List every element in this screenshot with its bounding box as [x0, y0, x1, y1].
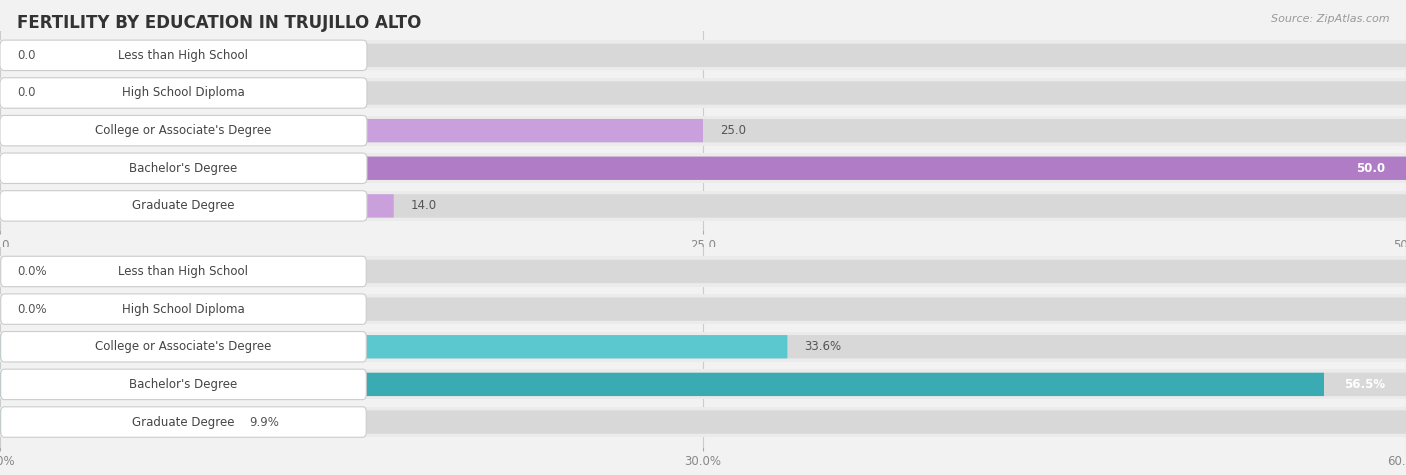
Text: Source: ZipAtlas.com: Source: ZipAtlas.com: [1271, 14, 1389, 24]
FancyBboxPatch shape: [0, 40, 1406, 70]
Text: 50.0: 50.0: [1355, 162, 1385, 175]
FancyBboxPatch shape: [0, 153, 1406, 183]
Text: College or Associate's Degree: College or Associate's Degree: [96, 124, 271, 137]
Text: 0.0: 0.0: [17, 86, 35, 99]
Text: FERTILITY BY EDUCATION IN TRUJILLO ALTO: FERTILITY BY EDUCATION IN TRUJILLO ALTO: [17, 14, 422, 32]
Text: Bachelor's Degree: Bachelor's Degree: [129, 162, 238, 175]
FancyBboxPatch shape: [0, 157, 1406, 180]
Text: 0.0: 0.0: [17, 49, 35, 62]
FancyBboxPatch shape: [0, 40, 367, 71]
FancyBboxPatch shape: [0, 115, 367, 146]
Text: Less than High School: Less than High School: [118, 49, 249, 62]
FancyBboxPatch shape: [0, 81, 1406, 104]
FancyBboxPatch shape: [0, 256, 1406, 286]
Text: Bachelor's Degree: Bachelor's Degree: [129, 378, 238, 391]
FancyBboxPatch shape: [0, 410, 1406, 434]
Text: 0.0%: 0.0%: [17, 303, 46, 315]
FancyBboxPatch shape: [0, 44, 1406, 67]
FancyBboxPatch shape: [0, 332, 1406, 362]
FancyBboxPatch shape: [0, 294, 366, 324]
Text: Graduate Degree: Graduate Degree: [132, 416, 235, 428]
FancyBboxPatch shape: [0, 78, 367, 108]
Text: 9.9%: 9.9%: [249, 416, 278, 428]
FancyBboxPatch shape: [0, 256, 366, 287]
Text: College or Associate's Degree: College or Associate's Degree: [96, 340, 271, 353]
FancyBboxPatch shape: [0, 119, 703, 142]
FancyBboxPatch shape: [0, 119, 1406, 142]
Text: Graduate Degree: Graduate Degree: [132, 200, 235, 212]
FancyBboxPatch shape: [0, 78, 1406, 108]
Text: High School Diploma: High School Diploma: [122, 303, 245, 315]
FancyBboxPatch shape: [0, 157, 1406, 180]
FancyBboxPatch shape: [0, 410, 232, 434]
FancyBboxPatch shape: [0, 335, 787, 359]
FancyBboxPatch shape: [0, 370, 1406, 399]
Text: 33.6%: 33.6%: [804, 340, 841, 353]
FancyBboxPatch shape: [0, 373, 1406, 396]
Text: 25.0: 25.0: [720, 124, 745, 137]
Text: 56.5%: 56.5%: [1344, 378, 1385, 391]
Text: 14.0: 14.0: [411, 200, 437, 212]
FancyBboxPatch shape: [0, 369, 366, 399]
FancyBboxPatch shape: [0, 191, 1406, 221]
FancyBboxPatch shape: [0, 260, 1406, 283]
FancyBboxPatch shape: [0, 332, 366, 362]
FancyBboxPatch shape: [0, 407, 366, 437]
FancyBboxPatch shape: [0, 407, 1406, 437]
Text: 0.0%: 0.0%: [17, 265, 46, 278]
FancyBboxPatch shape: [0, 194, 1406, 218]
FancyBboxPatch shape: [0, 153, 367, 183]
FancyBboxPatch shape: [0, 335, 1406, 359]
FancyBboxPatch shape: [0, 373, 1324, 396]
FancyBboxPatch shape: [0, 194, 394, 218]
Text: Less than High School: Less than High School: [118, 265, 249, 278]
FancyBboxPatch shape: [0, 190, 367, 221]
FancyBboxPatch shape: [0, 297, 1406, 321]
FancyBboxPatch shape: [0, 294, 1406, 324]
FancyBboxPatch shape: [0, 115, 1406, 146]
Text: High School Diploma: High School Diploma: [122, 86, 245, 99]
